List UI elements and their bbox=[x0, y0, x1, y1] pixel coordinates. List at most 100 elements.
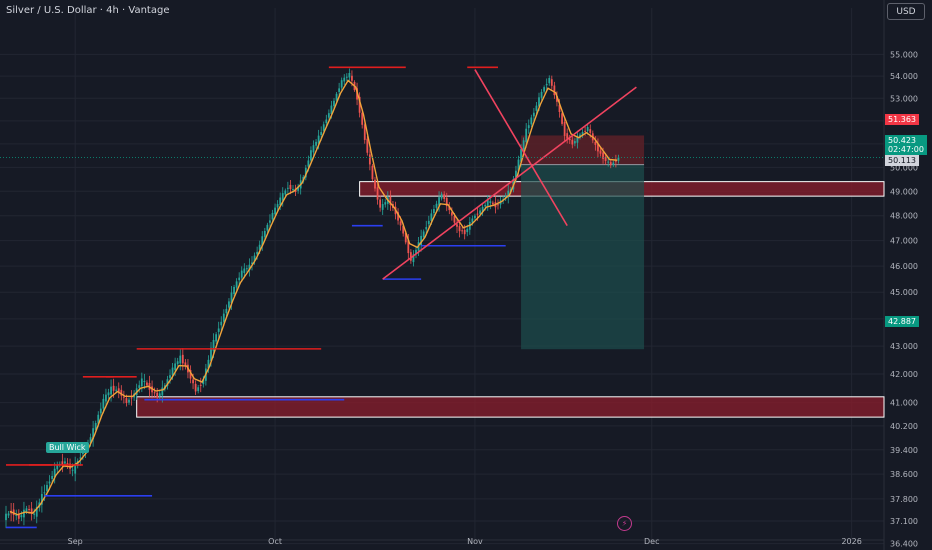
candle-body bbox=[279, 197, 282, 205]
x-tick-label: 2026 bbox=[841, 537, 861, 546]
candle-body bbox=[438, 197, 440, 206]
currency-button[interactable]: USD bbox=[887, 3, 925, 20]
candle-body bbox=[530, 117, 533, 125]
current-price-tag: 50.423 02:47:00 bbox=[885, 135, 927, 155]
candle-body bbox=[389, 196, 392, 205]
candle-body bbox=[258, 244, 261, 250]
y-tick-label: 48.000 bbox=[890, 212, 918, 221]
candle-body bbox=[399, 221, 402, 226]
candle-body bbox=[92, 428, 95, 440]
candle-body bbox=[97, 414, 100, 424]
candle-body bbox=[189, 370, 192, 379]
candle-body bbox=[263, 230, 266, 237]
candle-body bbox=[30, 508, 33, 514]
candle-body bbox=[556, 95, 558, 102]
candle-body bbox=[112, 385, 115, 391]
candle-body bbox=[125, 398, 128, 403]
candle-body bbox=[248, 264, 251, 271]
candle-body bbox=[474, 215, 476, 219]
candle-body bbox=[351, 75, 353, 81]
candle-body bbox=[563, 121, 566, 136]
candle-body bbox=[479, 210, 481, 214]
x-tick-label: Dec bbox=[644, 537, 659, 546]
candle-body bbox=[271, 212, 274, 220]
candle-body bbox=[43, 492, 46, 494]
candle-body bbox=[122, 396, 125, 398]
candle-body bbox=[233, 286, 235, 294]
candle-body bbox=[345, 76, 348, 78]
candle-body bbox=[194, 383, 197, 392]
candle-body bbox=[363, 124, 366, 140]
candle-body bbox=[371, 165, 374, 180]
candle-body bbox=[269, 220, 271, 223]
candle-body bbox=[584, 130, 587, 132]
candle-body bbox=[274, 207, 276, 215]
candle-body bbox=[15, 514, 18, 516]
candle-body bbox=[374, 179, 376, 189]
candle-body bbox=[7, 513, 10, 516]
zone-box bbox=[136, 396, 885, 418]
y-tick-label: 55.000 bbox=[890, 50, 918, 59]
candle-body bbox=[463, 229, 466, 235]
candle-body bbox=[361, 112, 364, 125]
candle-body bbox=[174, 363, 177, 371]
candle-body bbox=[289, 184, 292, 190]
candle-body bbox=[458, 226, 461, 232]
candle-body bbox=[522, 140, 525, 150]
candle-body bbox=[240, 270, 243, 278]
candle-body bbox=[450, 212, 453, 216]
candle-body bbox=[156, 392, 159, 398]
candle-body bbox=[292, 188, 294, 190]
candle-body bbox=[486, 199, 489, 206]
candle-body bbox=[466, 228, 469, 233]
candle-body bbox=[202, 379, 205, 385]
candle-body bbox=[64, 461, 66, 464]
candle-body bbox=[169, 375, 171, 378]
candle-body bbox=[12, 509, 15, 515]
candle-body bbox=[297, 186, 300, 191]
candle-body bbox=[212, 339, 215, 352]
candle-body bbox=[281, 193, 284, 201]
candle-body bbox=[251, 262, 253, 265]
candle-body bbox=[228, 301, 230, 308]
candle-body bbox=[545, 83, 548, 86]
y-tick-label: 36.400 bbox=[890, 540, 918, 549]
candle-body bbox=[422, 231, 425, 238]
candle-body bbox=[435, 203, 438, 208]
bar-countdown: 02:47:00 bbox=[888, 145, 924, 154]
candle-body bbox=[515, 170, 517, 178]
candle-body bbox=[28, 509, 30, 511]
candle-body bbox=[25, 508, 28, 512]
candle-body bbox=[576, 136, 579, 143]
candle-body bbox=[550, 79, 553, 86]
candle-body bbox=[548, 77, 551, 84]
candle-body bbox=[33, 513, 36, 515]
lightning-icon[interactable]: ⚡ bbox=[617, 516, 632, 531]
candle-body bbox=[304, 167, 307, 178]
candle-body bbox=[94, 422, 97, 430]
candle-body bbox=[402, 225, 405, 234]
candle-body bbox=[312, 145, 315, 153]
candle-body bbox=[222, 313, 225, 322]
candle-body bbox=[538, 97, 540, 107]
candle-body bbox=[338, 88, 341, 92]
candle-body bbox=[322, 124, 325, 132]
candle-body bbox=[397, 212, 399, 221]
candle-body bbox=[284, 190, 287, 195]
candle-body bbox=[594, 141, 597, 145]
candle-body bbox=[614, 160, 617, 162]
candle-body bbox=[99, 408, 102, 414]
current-price-value: 50.423 bbox=[888, 136, 916, 145]
candle-body bbox=[61, 461, 64, 465]
bull-wick-label: Bull Wick bbox=[46, 442, 89, 453]
candle-body bbox=[409, 252, 412, 261]
y-tick-label: 43.000 bbox=[890, 342, 918, 351]
candle-body bbox=[348, 72, 351, 78]
candle-body bbox=[53, 468, 56, 478]
y-tick-label: 40.200 bbox=[890, 422, 918, 431]
candle-body bbox=[507, 190, 510, 198]
candle-body bbox=[504, 195, 507, 199]
candle-body bbox=[343, 77, 346, 82]
